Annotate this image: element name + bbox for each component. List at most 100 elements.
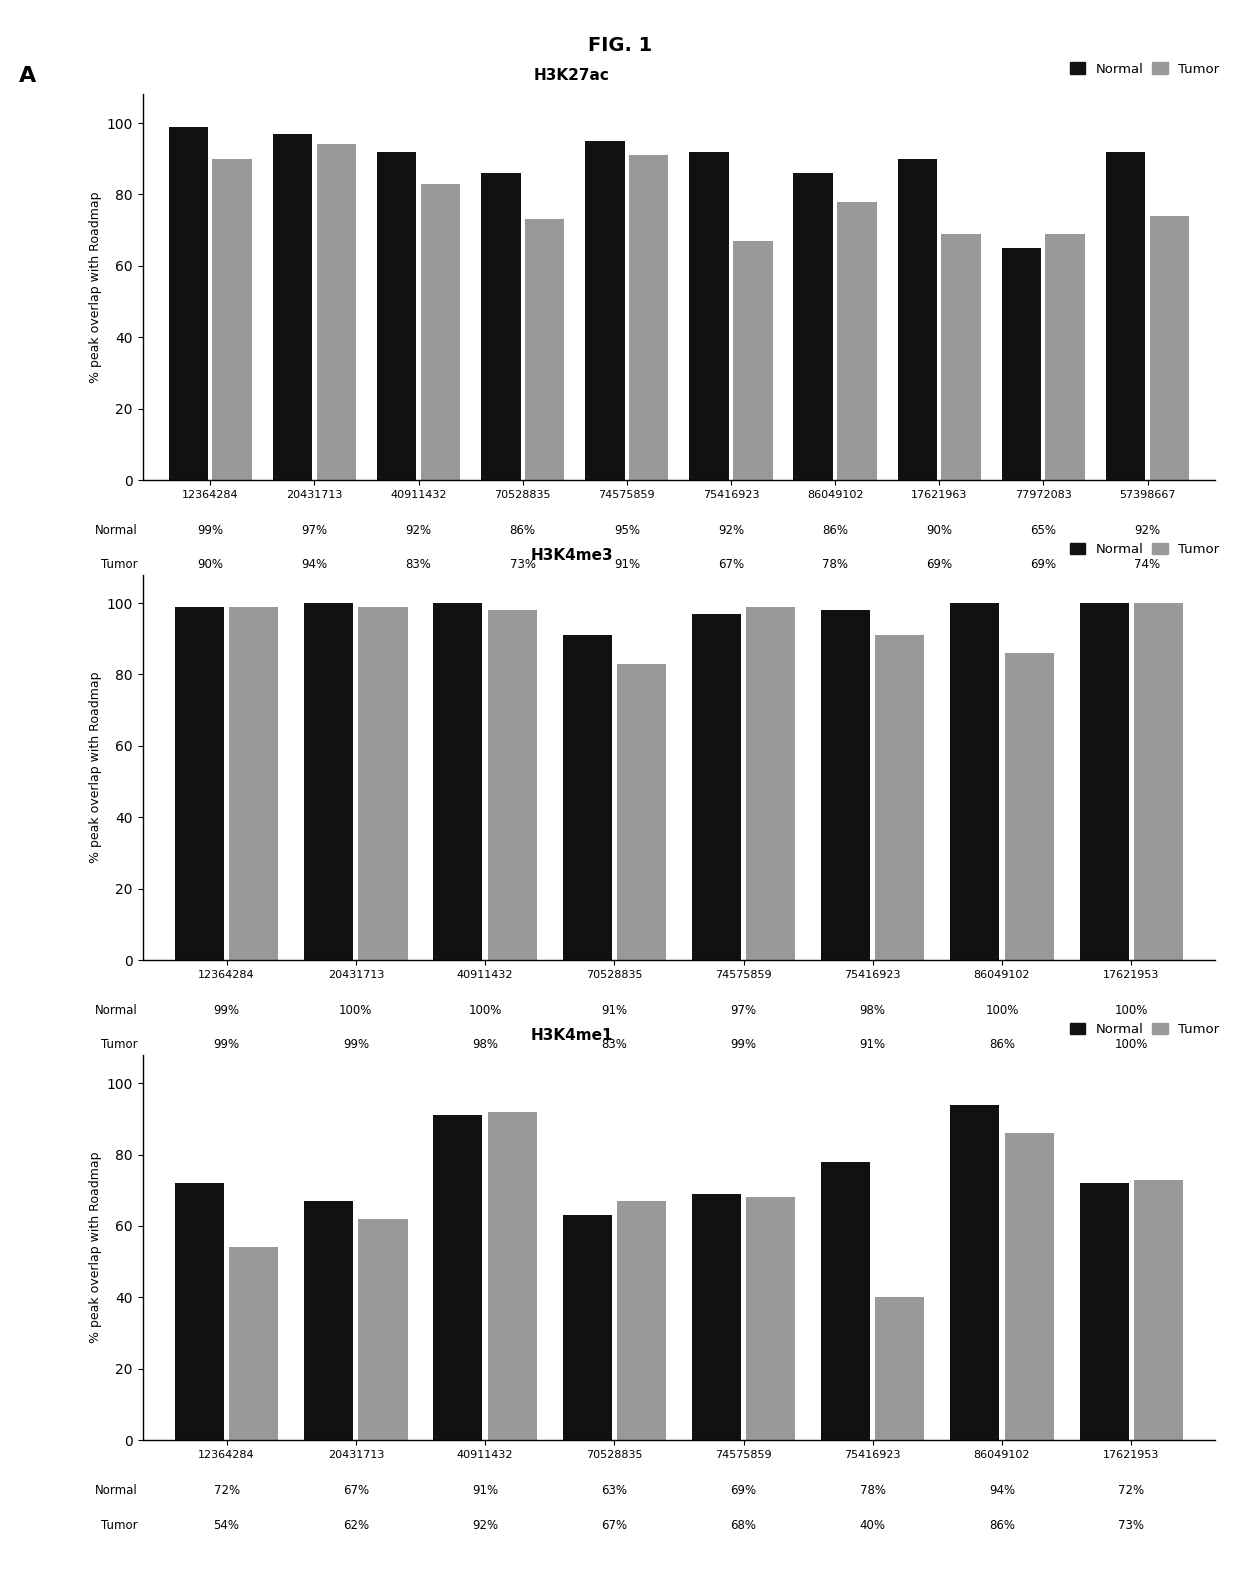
Text: 72%: 72% <box>213 1484 239 1497</box>
Text: 73%: 73% <box>510 559 536 571</box>
Bar <box>821 611 870 960</box>
Bar <box>616 1201 666 1440</box>
Text: 99%: 99% <box>730 1039 756 1051</box>
Bar <box>304 1201 353 1440</box>
Bar <box>487 611 537 960</box>
Bar <box>950 1105 999 1440</box>
Text: 40%: 40% <box>859 1519 885 1532</box>
Bar <box>1149 216 1189 480</box>
Text: Tumor: Tumor <box>100 1039 138 1051</box>
Bar <box>941 233 981 480</box>
Bar <box>689 151 729 480</box>
Text: 86%: 86% <box>510 524 536 537</box>
Text: 74%: 74% <box>1135 559 1161 571</box>
Bar <box>169 126 208 480</box>
Bar <box>733 241 773 480</box>
Bar <box>1133 1179 1183 1440</box>
Legend: Normal, Tumor: Normal, Tumor <box>1070 63 1219 76</box>
Y-axis label: % peak overlap with Roadmap: % peak overlap with Roadmap <box>89 192 103 382</box>
Bar <box>794 173 833 480</box>
Text: 54%: 54% <box>213 1519 239 1532</box>
Text: 67%: 67% <box>601 1519 627 1532</box>
Bar <box>898 159 937 480</box>
Text: 69%: 69% <box>1030 559 1056 571</box>
Bar <box>1133 603 1183 960</box>
Text: 68%: 68% <box>730 1519 756 1532</box>
Bar <box>563 1215 611 1440</box>
Bar <box>175 1184 224 1440</box>
Text: 67%: 67% <box>342 1484 368 1497</box>
Bar <box>525 219 564 480</box>
Bar <box>875 636 925 960</box>
Legend: Normal, Tumor: Normal, Tumor <box>1070 1023 1219 1036</box>
Bar <box>481 173 521 480</box>
Text: Normal: Normal <box>94 1484 138 1497</box>
Text: 100%: 100% <box>469 1004 502 1017</box>
Text: 97%: 97% <box>730 1004 756 1017</box>
Text: 100%: 100% <box>340 1004 372 1017</box>
Text: 92%: 92% <box>405 524 432 537</box>
Bar <box>950 603 999 960</box>
Text: 78%: 78% <box>859 1484 885 1497</box>
Legend: Normal, Tumor: Normal, Tumor <box>1070 543 1219 556</box>
Bar <box>837 201 877 480</box>
Text: 97%: 97% <box>301 524 327 537</box>
Bar <box>1004 1133 1054 1440</box>
Bar <box>433 603 482 960</box>
Text: 98%: 98% <box>472 1039 498 1051</box>
Text: 99%: 99% <box>213 1004 239 1017</box>
Text: 91%: 91% <box>614 559 640 571</box>
Text: 78%: 78% <box>822 559 848 571</box>
Bar <box>563 636 611 960</box>
Text: 86%: 86% <box>990 1519 1016 1532</box>
Bar <box>875 1297 925 1440</box>
Text: 90%: 90% <box>197 559 223 571</box>
Bar <box>229 606 278 960</box>
Text: Normal: Normal <box>94 524 138 537</box>
Text: 100%: 100% <box>1115 1039 1148 1051</box>
Text: H3K4me1: H3K4me1 <box>531 1028 613 1044</box>
Bar <box>585 140 625 480</box>
Bar <box>229 1247 278 1440</box>
Text: 91%: 91% <box>472 1484 498 1497</box>
Text: 99%: 99% <box>342 1039 368 1051</box>
Bar <box>358 606 408 960</box>
Text: 63%: 63% <box>601 1484 627 1497</box>
Bar <box>1004 653 1054 960</box>
Text: 92%: 92% <box>1135 524 1161 537</box>
Bar <box>212 159 252 480</box>
Bar <box>420 184 460 480</box>
Text: FIG. 1: FIG. 1 <box>588 36 652 55</box>
Bar <box>487 1111 537 1440</box>
Text: 90%: 90% <box>926 524 952 537</box>
Text: 94%: 94% <box>990 1484 1016 1497</box>
Text: H3K4me3: H3K4me3 <box>531 548 613 563</box>
Text: 92%: 92% <box>718 524 744 537</box>
Text: A: A <box>19 66 36 87</box>
Text: 98%: 98% <box>859 1004 885 1017</box>
Text: 62%: 62% <box>342 1519 368 1532</box>
Bar <box>746 1198 795 1440</box>
Text: 99%: 99% <box>197 524 223 537</box>
Text: 72%: 72% <box>1118 1484 1145 1497</box>
Bar <box>1106 151 1146 480</box>
Text: 92%: 92% <box>472 1519 498 1532</box>
Y-axis label: % peak overlap with Roadmap: % peak overlap with Roadmap <box>89 672 103 863</box>
Text: 99%: 99% <box>213 1039 239 1051</box>
Text: Tumor: Tumor <box>100 559 138 571</box>
Bar <box>1080 603 1128 960</box>
Bar <box>273 134 312 480</box>
Text: 94%: 94% <box>301 559 327 571</box>
Text: 83%: 83% <box>601 1039 627 1051</box>
Bar <box>821 1162 870 1440</box>
Bar <box>1002 249 1042 480</box>
Text: 69%: 69% <box>926 559 952 571</box>
Text: 69%: 69% <box>730 1484 756 1497</box>
Text: 91%: 91% <box>601 1004 627 1017</box>
Y-axis label: % peak overlap with Roadmap: % peak overlap with Roadmap <box>89 1152 103 1343</box>
Text: 86%: 86% <box>990 1039 1016 1051</box>
Text: 95%: 95% <box>614 524 640 537</box>
Bar <box>175 606 224 960</box>
Bar <box>692 614 742 960</box>
Text: Normal: Normal <box>94 1004 138 1017</box>
